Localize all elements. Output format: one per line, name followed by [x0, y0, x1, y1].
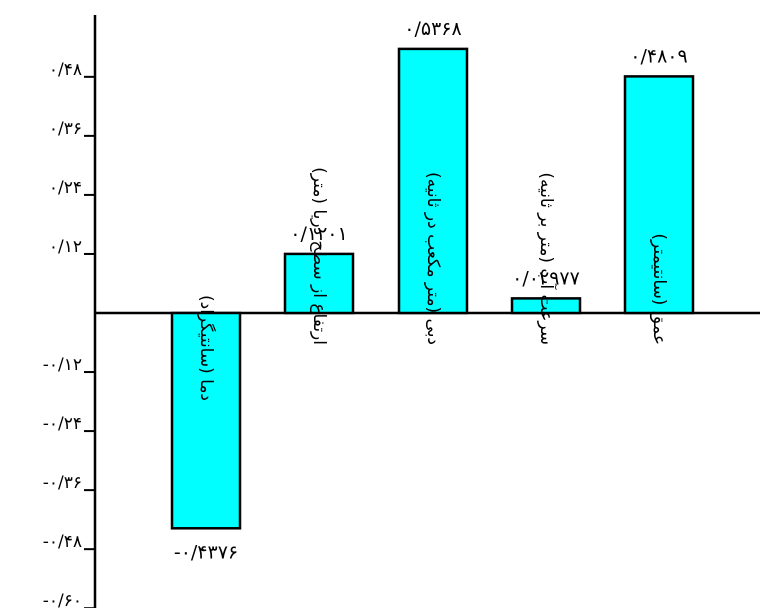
category-label: عمق (سانتیمتر) [649, 233, 669, 345]
y-tick-label: -۰/۶۰ [43, 591, 82, 608]
bar [170, 311, 242, 530]
category-label: دما (سانتیگراد) [196, 295, 217, 401]
bar [397, 47, 469, 315]
y-tick-label: -۰/۲۴ [43, 414, 82, 434]
bars [170, 47, 695, 530]
y-tick-label: ۰/۳۶ [49, 119, 82, 139]
bar [623, 75, 695, 315]
bar-value-label: ۰/۱۲۰۱ [290, 223, 347, 245]
bar [283, 252, 355, 315]
category-label: سرعت آب (متر بر ثانیه) [536, 172, 558, 345]
y-tick-label: -۰/۴۸ [43, 532, 82, 552]
category-label: دبی (متر مکعب در ثانیه) [423, 172, 443, 345]
y-tick-label: -۰/۳۶ [43, 473, 82, 493]
bar-value-label: ۰/۰۲۹۷۷ [512, 267, 580, 289]
y-tick-label: -۰/۱۲ [43, 355, 82, 375]
bar-value-label: ۰/۴۸۰۹ [630, 45, 687, 67]
bar [510, 297, 582, 315]
y-tick-label: ۰/۱۲ [49, 237, 82, 257]
bar-value-label: -۰/۴۳۷۶ [174, 541, 238, 563]
category-label: ارتفاع از سطح دریا (متر) [309, 167, 329, 345]
bar-value-label: ۰/۵۳۶۸ [404, 18, 461, 40]
y-tick-label: ۰/۲۴ [49, 178, 82, 198]
y-tick-label: ۰/۴۸ [49, 60, 82, 80]
